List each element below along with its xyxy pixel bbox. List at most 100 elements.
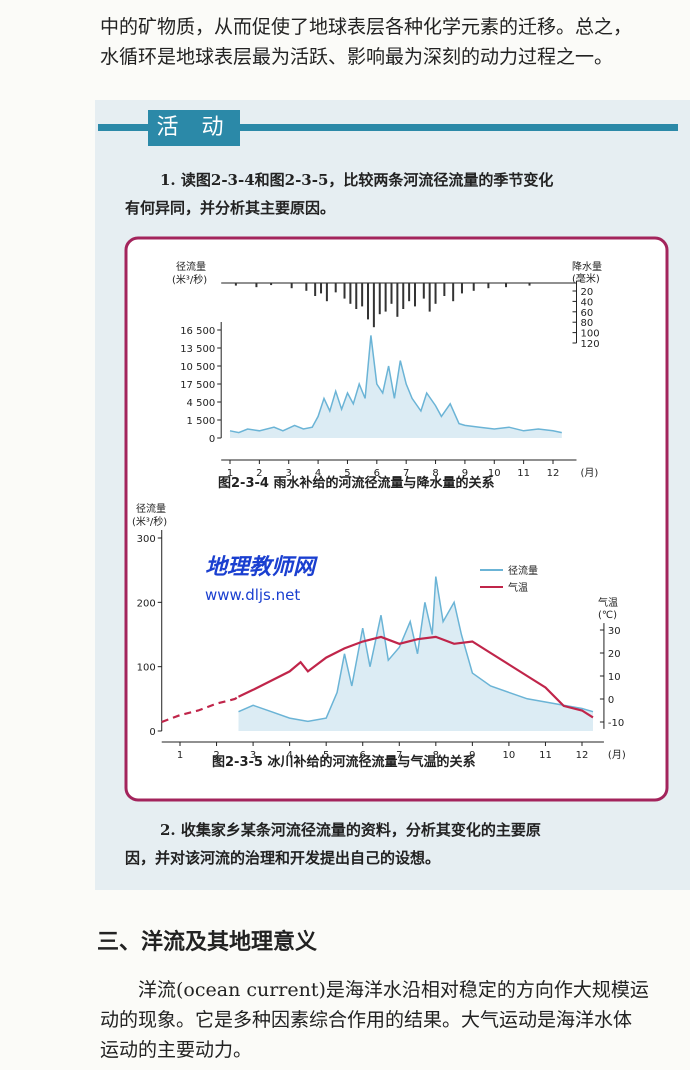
temp-line-dashed [161,695,240,724]
legend-label: 径流量 [508,564,538,577]
y-label: 径流量 [136,502,166,515]
x-tick-label: 1 [227,468,233,479]
rain-bar [472,283,475,291]
y-tick-label: 0 [149,727,155,738]
rain-bar [320,283,323,294]
question: 因，并对该河流的治理和开发提出自己的设想。 [125,849,441,867]
x-tick-label: 7 [396,750,402,761]
y-tick-label: 1 500 [187,416,216,427]
y2-tick-label: 30 [608,626,621,637]
rain-bar [460,283,463,294]
rule [98,124,678,131]
y-tick-label: 17 500 [180,380,215,391]
chart-title: 图2-3-4 雨水补给的河流径流量与降水量的关系 [218,475,494,491]
rain-bar [255,283,258,288]
y2-tick-label: 10 [608,672,621,683]
rain-bar [396,283,399,317]
y2-tick-label: 120 [580,339,599,350]
rain-bar [367,283,370,320]
x-tick-label: 2 [213,750,219,761]
temp-line [238,635,594,719]
activity-title: 活 动 [148,110,240,146]
y2-label: 气温 [598,596,618,609]
y-tick-label: 13 500 [180,344,215,355]
rain-bar [343,283,346,299]
x-tick-label: 9 [462,468,468,479]
rain-bar [408,283,411,302]
x-tick-label: 4 [315,468,321,479]
rain-bar [234,283,237,286]
para: 动的现象。它是多种因素综合作用的结果。大气运动是海洋水体 [100,1009,633,1031]
para: 中的矿物质，从而促使了地球表层各种化学元素的迁移。总之， [100,16,633,38]
rain-bar [487,283,490,289]
y2-tick-label: 80 [580,318,593,329]
para: 洋流(ocean current)是海洋水沿相对稳定的方向作大规模运 [138,979,649,1001]
y-tick-label: 100 [137,663,156,674]
rain-bar [413,283,416,307]
x-tick-label: 11 [539,750,552,761]
rain-bar [334,283,337,293]
para: 水循环是地球表层最为活跃、影响最为深刻的动力过程之一。 [100,46,614,68]
rain-bar [402,283,405,309]
y2-tick-label: 20 [608,649,621,660]
para: 运动的主要动力。 [100,1039,253,1061]
x-tick-label: 1 [177,750,183,761]
rain-bar [314,283,317,296]
y-unit: (米³/秒) [172,273,207,286]
rain-bar [349,283,352,304]
y2-tick-label: 20 [580,287,593,298]
question: 1. 读图2-3-4和图2-3-5，比较两条河流径流量的季节变化 [160,171,554,189]
question: 有何异同，并分析其主要原因。 [125,199,336,217]
x-tick-label: 5 [323,750,329,761]
y-tick-label: 16 500 [180,326,215,337]
rain-bar [361,283,364,307]
rain-bar [434,283,437,304]
x-tick-label: 9 [469,750,475,761]
rain-bar [325,283,328,302]
y2-unit: (℃) [598,610,617,621]
legend-label: 气温 [508,581,528,594]
x-tick-label: 2 [256,468,262,479]
rain-bar [505,283,508,288]
chart-title: 图2-3-5 冰川补给的河流径流量与气温的关系 [212,754,475,770]
x-tick-label: 7 [403,468,409,479]
x-tick-label: 10 [503,750,516,761]
rain-bar [428,283,431,312]
y-tick-label: 0 [209,434,215,445]
rain-bar [372,283,375,328]
flow-area [230,335,562,438]
rain-bar [305,283,308,291]
x-tick-label: 12 [576,750,589,761]
y-unit: (米³/秒) [132,515,167,528]
x-tick-label: 3 [286,468,292,479]
flow-area [238,576,594,731]
rain-bar [384,283,387,312]
watermark: www.dljs.net [205,586,300,604]
x-tick-label: 8 [432,468,438,479]
rain-bar [270,283,273,286]
y2-tick-label: 60 [580,308,593,319]
x-tick-label: 10 [488,468,501,479]
rain-bar [452,283,455,302]
y2-label: 降水量 [572,260,602,273]
y-label: 径流量 [176,260,206,273]
rain-bar [290,283,293,289]
x-tick-label: 6 [360,750,366,761]
rain-bar [422,283,425,299]
series-line [238,576,594,723]
rain-bar [355,283,358,309]
x-tick-label: 11 [517,468,530,479]
series-line [229,335,562,434]
x-tick-label: 5 [344,468,350,479]
y2-tick-label: 0 [608,695,614,706]
watermark: 地理教师网 [205,555,318,580]
rain-bar [443,283,446,296]
x-tick-label: 3 [250,750,256,761]
x-tick-label: 12 [547,468,560,479]
y-tick-label: 300 [137,534,156,545]
x-tick-label: 6 [374,468,380,479]
x-tick-label: 8 [433,750,439,761]
y2-unit: (毫米) [572,272,600,285]
